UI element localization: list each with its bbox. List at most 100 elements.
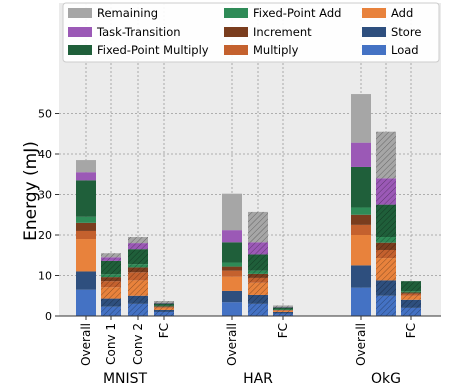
bars: [76, 94, 421, 316]
legend-label: Task-Transition: [96, 25, 181, 39]
legend-label: Store: [391, 25, 421, 39]
bar-hatch: [101, 281, 121, 288]
group-label: HAR: [243, 371, 273, 387]
bar-hatch: [376, 258, 396, 281]
bar-hatch: [101, 260, 121, 275]
bar-hatch: [101, 277, 121, 282]
legend-swatch: [362, 8, 386, 18]
bar-segment-multiply: [222, 270, 242, 277]
y-tick-label: 20: [38, 229, 52, 242]
bar-hatch: [376, 242, 396, 250]
bar-hatch: [128, 295, 148, 304]
legend-item: Remaining: [68, 6, 158, 20]
bar-hatch: [401, 299, 421, 308]
bar-hatch: [101, 253, 121, 258]
legend-item: Multiply: [224, 43, 299, 57]
bar-hatch: [376, 131, 396, 179]
x-tick-label: Conv 1: [104, 323, 118, 365]
bar-hatch: [154, 307, 174, 310]
bar-segment-increment: [76, 222, 96, 231]
bar-segment-fixed-point-add: [222, 262, 242, 267]
bar-segment-multiply: [351, 224, 371, 235]
x-tick-label: FC: [157, 323, 171, 338]
legend-label: Fixed-Point Add: [253, 6, 341, 20]
legend-swatch: [224, 27, 248, 37]
bar-segment-add: [222, 276, 242, 291]
x-tick-label: Overall: [225, 323, 239, 366]
legend-swatch: [224, 8, 248, 18]
bar-hatch: [273, 311, 293, 314]
bar-hatch: [101, 287, 121, 299]
x-tick-label: Overall: [354, 323, 368, 366]
bar-hatch: [376, 249, 396, 259]
bar-segment-load: [351, 287, 371, 316]
bar-segment-fixed-point-add: [351, 207, 371, 215]
bar-hatch: [154, 301, 174, 304]
bar-hatch: [248, 270, 268, 274]
bar-hatch: [128, 267, 148, 273]
bar-segment-load: [222, 302, 242, 316]
group-label: OkG: [371, 371, 401, 387]
bar-hatch: [401, 295, 421, 300]
bar-hatch: [248, 277, 268, 283]
legend-item: Increment: [224, 25, 312, 39]
legend-box: [62, 2, 440, 63]
bar-stack: [401, 281, 421, 316]
bar-hatch: [376, 204, 396, 238]
bar-hatch: [273, 307, 293, 310]
bar-hatch: [273, 313, 293, 316]
legend-item: Task-Transition: [68, 25, 181, 39]
bar-hatch: [154, 307, 174, 308]
bar-hatch: [401, 281, 421, 292]
bar-stack: [128, 237, 148, 316]
bar-segment-fixed-point-multiply: [76, 180, 96, 217]
legend-item: Add: [362, 6, 413, 20]
bar-hatch: [248, 242, 268, 255]
bar-segment-fixed-point-multiply: [351, 166, 371, 208]
bar-segment-task-transition: [351, 142, 371, 167]
bar-hatch: [128, 264, 148, 268]
bar-segment-load: [76, 289, 96, 316]
bar-segment-store: [222, 290, 242, 303]
bar-stack: [76, 160, 96, 316]
legend-item: Load: [362, 43, 419, 57]
y-tick-label: 40: [38, 148, 52, 161]
legend-swatch: [224, 45, 248, 55]
bar-stack: [222, 193, 242, 316]
bar-hatch: [248, 211, 268, 243]
bar-hatch: [128, 249, 148, 265]
bar-segment-add: [351, 235, 371, 266]
bar-stack: [273, 305, 293, 316]
x-tick-label: FC: [276, 323, 290, 338]
y-tick-label: 10: [38, 270, 52, 283]
y-axis: 0 10 20 30 40 50: [38, 108, 59, 323]
bar-hatch: [248, 273, 268, 278]
bar-stack: [154, 301, 174, 316]
bar-segment-fixed-point-multiply: [222, 242, 242, 263]
bar-segment-increment: [222, 266, 242, 271]
bar-hatch: [128, 243, 148, 250]
legend-swatch: [68, 8, 92, 18]
legend-swatch: [362, 27, 386, 37]
bar-stack: [376, 131, 396, 316]
bar-hatch: [101, 306, 121, 316]
bar-segment-task-transition: [76, 172, 96, 181]
x-tick-label: FC: [404, 323, 418, 338]
x-tick-label: Overall: [79, 323, 93, 366]
bar-hatch: [154, 311, 174, 316]
bar-segment-add: [76, 239, 96, 272]
bar-segment-fixed-point-add: [76, 216, 96, 223]
bar-segment-increment: [351, 214, 371, 225]
bar-hatch: [401, 292, 421, 294]
bar-hatch: [128, 272, 148, 281]
bar-hatch: [248, 254, 268, 271]
bar-hatch: [101, 257, 121, 261]
bar-hatch: [101, 274, 121, 278]
bar-segment-store: [76, 271, 96, 290]
x-axis: Overall Conv 1 Conv 2 FC Overall FC Overall FC M…: [59, 315, 441, 387]
legend-swatch: [68, 45, 92, 55]
bar-hatch: [401, 293, 421, 296]
legend-item: Fixed-Point Multiply: [68, 43, 209, 57]
bar-segment-remaining: [351, 94, 371, 143]
